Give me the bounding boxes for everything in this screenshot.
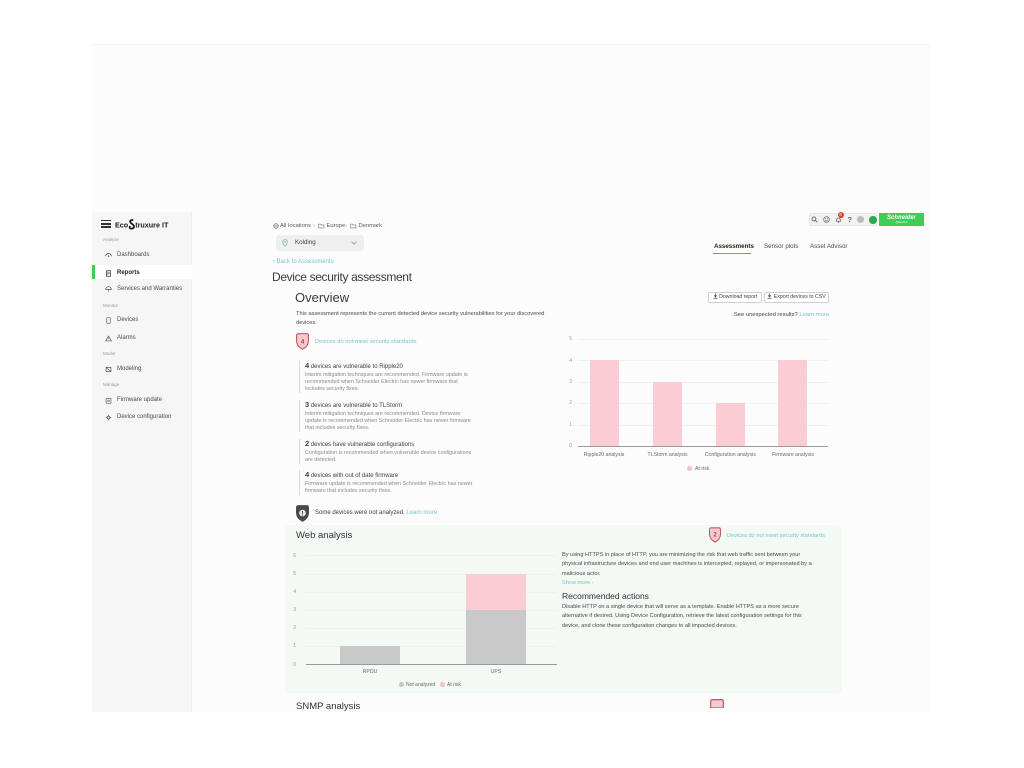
svg-text:!: ! [301, 510, 303, 517]
svg-text:4: 4 [301, 338, 305, 345]
svg-text:2: 2 [713, 533, 717, 539]
